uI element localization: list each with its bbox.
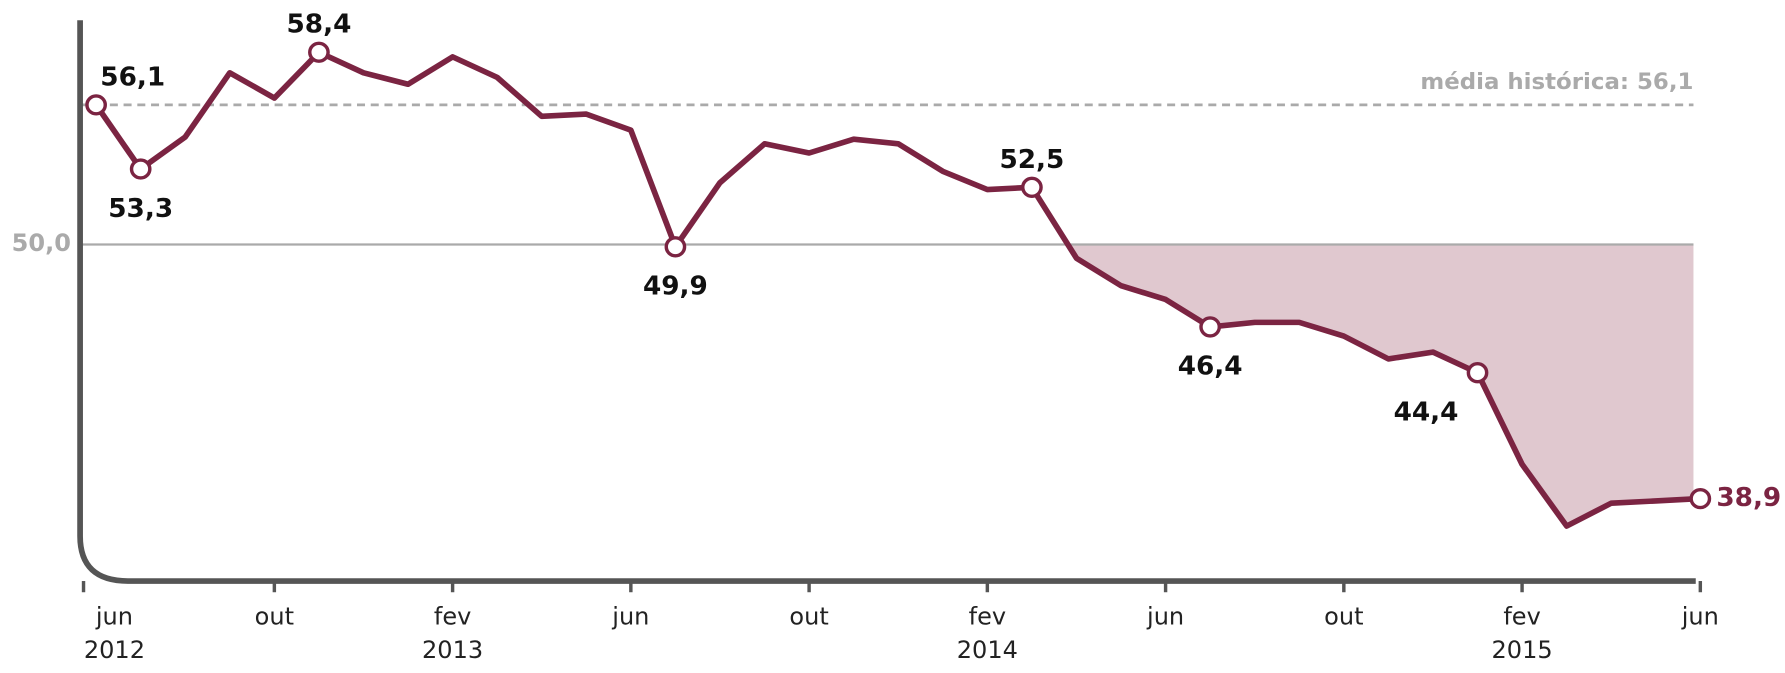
x-tick-label: out: [789, 603, 828, 631]
marker: [308, 41, 330, 63]
x-tick-year: 2013: [422, 636, 483, 664]
marker: [85, 94, 107, 116]
marker: [129, 158, 152, 180]
x-tick-label: out: [255, 603, 294, 631]
x-tick-label: out: [1324, 603, 1363, 631]
x-tick-label: jun: [1681, 603, 1719, 631]
marker: [1466, 362, 1489, 384]
label-layer: 50,0 média histórica: 56,1 jun 2012 out fev 20…: [12, 10, 1782, 664]
value-label: 56,1: [100, 63, 165, 93]
line-layer: [85, 41, 1712, 529]
x-tick-label: fev: [969, 603, 1006, 631]
value-label: 38,9: [1716, 483, 1781, 513]
value-label: 49,9: [643, 272, 708, 302]
line: [93, 49, 1701, 529]
reference-label: média histórica: 56,1: [1420, 69, 1693, 95]
x-tick-label: fev: [1503, 603, 1540, 631]
marker: [1021, 176, 1043, 198]
shortfall-area: [1067, 244, 1701, 527]
x-tick-label: jun: [95, 603, 133, 631]
x-tick-label: jun: [611, 603, 649, 631]
fill-layer: [674, 244, 1701, 527]
value-label: 58,4: [286, 10, 351, 40]
x-tick-year: 2015: [1492, 636, 1553, 664]
axes: [77, 20, 1696, 584]
marker: [1689, 487, 1712, 510]
marker: [1199, 316, 1222, 338]
x-tick-label: fev: [434, 603, 471, 631]
value-label: 44,4: [1394, 398, 1459, 428]
marker: [664, 236, 687, 258]
value-label: 52,5: [999, 145, 1064, 175]
y-tick-label: 50,0: [12, 229, 71, 257]
x-tick-year: 2014: [957, 636, 1018, 664]
x-tick-label: jun: [1146, 603, 1184, 631]
value-label: 53,3: [108, 194, 173, 224]
value-label: 46,4: [1178, 352, 1243, 382]
x-tick-year: 2012: [84, 636, 145, 664]
